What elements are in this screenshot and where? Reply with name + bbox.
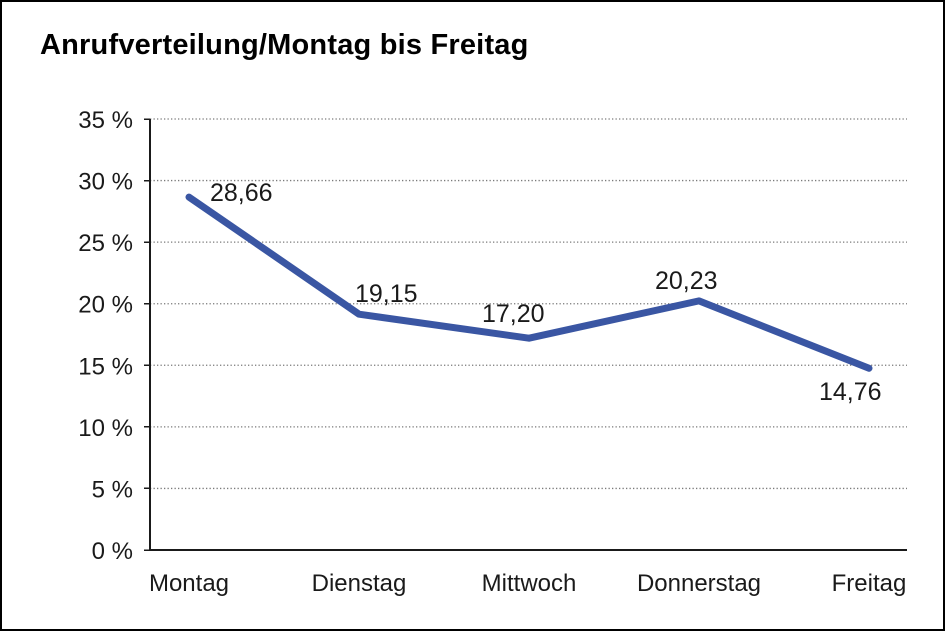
data-label-2: 17,20 (482, 300, 545, 328)
y-tick-label-10: 10 % (78, 415, 133, 442)
gridlines (150, 118, 907, 490)
x-tick-label-freitag: Freitag (832, 570, 907, 597)
x-tick-label-dienstag: Dienstag (312, 570, 407, 597)
data-label-1: 19,15 (355, 280, 418, 308)
y-tick-label-0: 0 % (92, 538, 133, 565)
x-tick-label-montag: Montag (149, 570, 229, 597)
x-tick-label-donnerstag: Donnerstag (637, 570, 761, 597)
series-polyline (185, 193, 873, 372)
y-tick-label-15: 15 % (78, 353, 133, 380)
data-label-3: 20,23 (655, 267, 718, 295)
y-axis-labels: 0 % 5 % 10 % 15 % 20 % 25 % 30 % 35 % (78, 107, 133, 565)
data-labels: 28,66 19,15 17,20 20,23 14,76 (210, 179, 882, 406)
y-tick-label-30: 30 % (78, 169, 133, 196)
data-line (185, 193, 873, 372)
axes (144, 118, 907, 551)
y-tick-label-25: 25 % (78, 230, 133, 257)
y-tick-label-20: 20 % (78, 292, 133, 319)
x-tick-label-mittwoch: Mittwoch (482, 570, 577, 597)
y-tick-label-5: 5 % (92, 476, 133, 503)
y-tick-label-35: 35 % (78, 107, 133, 134)
x-axis-labels: Montag Dienstag Mittwoch Donnerstag Freitag (149, 570, 906, 597)
data-label-0: 28,66 (210, 179, 273, 207)
data-label-4: 14,76 (819, 378, 882, 406)
chart-title: Anrufverteilung/Montag bis Freitag (40, 29, 529, 61)
